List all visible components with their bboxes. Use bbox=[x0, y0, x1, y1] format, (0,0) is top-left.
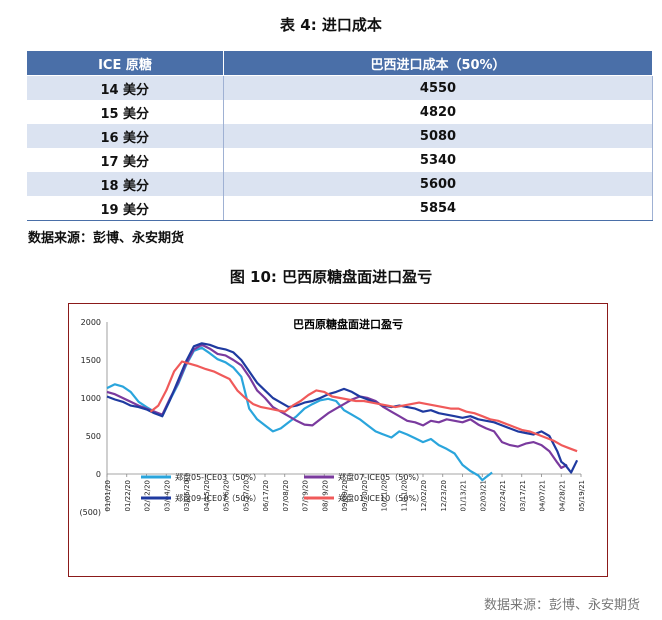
row-price-cell: 17 美分 bbox=[26, 148, 224, 172]
x-tick-label: 01/13/21 bbox=[460, 480, 468, 511]
x-tick-label: 04/15/20 bbox=[203, 480, 211, 511]
x-tick-label: 09/09/20 bbox=[341, 480, 349, 511]
table-row: 19 美分 5854 bbox=[26, 196, 653, 221]
row-price-cell: 18 美分 bbox=[26, 172, 224, 196]
legend-label: 郑盘01-ICE10（50%） bbox=[338, 493, 424, 503]
table-title: 表 4: 进口成本 bbox=[280, 16, 382, 34]
import-cost-table: ICE 原糖 巴西进口成本（50%） 14 美分 4550 15 美分 4820… bbox=[26, 50, 653, 221]
x-tick-label: 01/22/20 bbox=[124, 480, 132, 511]
x-tick-label: 04/07/21 bbox=[539, 480, 547, 511]
legend-label: 郑盘07-ICE05（50%） bbox=[338, 472, 424, 482]
x-tick-label: 10/21/20 bbox=[381, 480, 389, 511]
y-tick-label: 1500 bbox=[81, 356, 101, 365]
legend-label: 郑盘09-ICE07（50%） bbox=[175, 493, 261, 503]
x-tick-label: 02/24/21 bbox=[499, 480, 507, 511]
row-price-cell: 19 美分 bbox=[26, 196, 224, 221]
table-row: 16 美分 5080 bbox=[26, 124, 653, 148]
row-cost-cell: 5600 bbox=[223, 172, 653, 196]
figure-source-note: 数据来源：彭博、永安期货 bbox=[483, 598, 640, 613]
x-tick-label: 08/19/20 bbox=[321, 480, 329, 511]
y-tick-label: 500 bbox=[86, 432, 101, 441]
table-row: 15 美分 4820 bbox=[26, 100, 653, 124]
row-cost-cell: 4550 bbox=[223, 75, 653, 100]
x-tick-label: 12/23/20 bbox=[440, 480, 448, 511]
x-tick-label: 05/19/21 bbox=[578, 480, 586, 511]
row-price-cell: 14 美分 bbox=[26, 75, 224, 100]
row-cost-cell: 5340 bbox=[223, 148, 653, 172]
chart-title: 巴西原糖盘面进口盈亏 bbox=[293, 317, 403, 331]
legend-label: 郑盘05-ICE03（50%） bbox=[175, 472, 261, 482]
y-tick-label: 1000 bbox=[81, 394, 101, 403]
figure-title: 图 10: 巴西原糖盘面进口盈亏 bbox=[229, 268, 433, 286]
chart-frame: 巴西原糖盘面进口盈亏 2000 1500 1000 500 0 (500) 01/01/2… bbox=[68, 303, 608, 577]
series-line-1 bbox=[106, 346, 493, 482]
y-tick-label: (500) bbox=[79, 508, 101, 517]
x-tick-label: 01/01/20 bbox=[104, 480, 112, 511]
import-margin-chart: 巴西原糖盘面进口盈亏 2000 1500 1000 500 0 (500) 01/01/2… bbox=[79, 317, 586, 517]
row-cost-cell: 5080 bbox=[223, 124, 653, 148]
row-price-cell: 15 美分 bbox=[26, 100, 224, 124]
x-tick-label: 06/17/20 bbox=[262, 480, 270, 511]
series-line-4 bbox=[149, 360, 578, 453]
x-tick-label: 09/30/20 bbox=[361, 480, 369, 511]
y-tick-label: 0 bbox=[96, 470, 101, 479]
x-tick-label: 07/29/20 bbox=[302, 480, 310, 511]
x-tick-label: 02/12/20 bbox=[144, 480, 152, 511]
table-row: 17 美分 5340 bbox=[26, 148, 653, 172]
x-tick-label: 03/25/20 bbox=[183, 480, 191, 511]
x-tick-label: 04/28/21 bbox=[558, 480, 566, 511]
col-brazil-import-cost: 巴西进口成本（50%） bbox=[223, 50, 653, 76]
x-tick-label: 05/06/20 bbox=[223, 480, 231, 511]
x-tick-label: 07/08/20 bbox=[282, 480, 290, 511]
x-tick-label: 12/02/20 bbox=[420, 480, 428, 511]
table-source-note: 数据来源：彭博、永安期货 bbox=[28, 231, 185, 246]
y-tick-label: 2000 bbox=[81, 318, 101, 327]
row-cost-cell: 4820 bbox=[223, 100, 653, 124]
x-tick-label: 02/03/21 bbox=[479, 480, 487, 511]
table-row: 18 美分 5600 bbox=[26, 172, 653, 196]
row-cost-cell: 5854 bbox=[223, 196, 653, 221]
row-price-cell: 16 美分 bbox=[26, 124, 224, 148]
x-tick-label: 03/17/21 bbox=[519, 480, 527, 511]
series-line-3 bbox=[106, 342, 579, 474]
table-row: 14 美分 4550 bbox=[26, 75, 653, 100]
series-line-2 bbox=[106, 343, 568, 469]
table-header-row: ICE 原糖 巴西进口成本（50%） bbox=[26, 50, 653, 76]
x-tick-label: 05/27/20 bbox=[242, 480, 250, 511]
col-ice-raw-sugar: ICE 原糖 bbox=[26, 50, 224, 76]
x-tick-label: 03/04/20 bbox=[163, 480, 171, 511]
x-tick-label: 11/11/20 bbox=[400, 480, 408, 511]
